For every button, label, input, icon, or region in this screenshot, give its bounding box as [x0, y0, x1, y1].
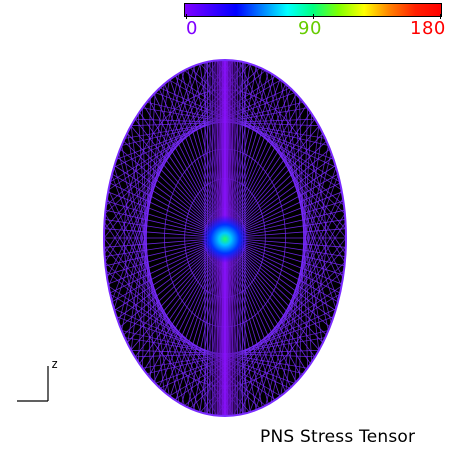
mesh-line: [142, 107, 151, 379]
mesh-line: [270, 145, 329, 403]
mesh-line: [137, 92, 156, 363]
mesh-line: [108, 189, 212, 415]
colorbar-tick-mid: [313, 14, 314, 19]
mesh-line: [113, 166, 196, 411]
mesh-line: [174, 75, 342, 191]
mesh-line: [285, 125, 320, 392]
axis-label-z: z: [51, 357, 59, 371]
plot-caption: PNS Stress Tensor: [260, 427, 416, 447]
mesh-line: [232, 60, 344, 278]
mesh-line: [111, 63, 201, 302]
mesh-line: [109, 79, 281, 183]
mesh-line: [254, 166, 337, 411]
colorbar-label-max: 180: [410, 18, 446, 39]
mesh-line: [169, 293, 341, 397]
mesh-line: [113, 308, 291, 389]
ellipsoid-outline: [103, 59, 347, 417]
colorbar-tick-min: [186, 14, 187, 19]
mesh-line: [265, 70, 332, 324]
mesh-line: [127, 79, 170, 344]
mesh-line: [238, 189, 342, 415]
mesh-line: [130, 125, 165, 392]
mesh-line: [118, 70, 185, 324]
colorbar-label-mid: 90: [298, 18, 322, 39]
mesh-line: [249, 63, 339, 302]
mesh-line: [108, 285, 276, 401]
center-hotspot: [201, 215, 249, 263]
mesh-line: [294, 92, 313, 363]
mesh-line: [159, 87, 337, 168]
colorbar-tick-max: [440, 14, 441, 19]
colorbar-label-min: 0: [186, 18, 198, 39]
axis-triad: [17, 366, 49, 402]
mesh-line: [106, 60, 218, 278]
mesh-line: [280, 79, 323, 344]
mesh-line: [299, 107, 308, 379]
mesh-line: [121, 145, 180, 403]
